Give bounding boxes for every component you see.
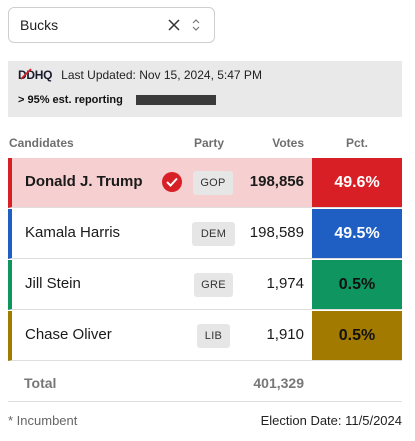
candidate-name: Chase Oliver (25, 326, 112, 343)
total-label: Total (24, 375, 57, 391)
candidate-votes: 198,856 (249, 173, 304, 190)
clear-icon[interactable] (164, 15, 184, 35)
header-party: Party (194, 136, 225, 150)
county-select[interactable]: Bucks (8, 7, 215, 43)
candidate-votes: 198,589 (249, 224, 304, 241)
candidate-pct: 0.5% (312, 311, 402, 360)
party-badge: LIB (197, 324, 230, 348)
election-date: Election Date: 11/5/2024 (260, 413, 402, 428)
reporting-text: > 95% est. reporting (18, 94, 123, 106)
party-badge: GRE (194, 273, 233, 297)
candidate-pct: 0.5% (312, 260, 402, 309)
candidate-row: Chase Oliver LIB 1,910 0.5% (8, 311, 402, 361)
results-info-panel: DDHQ Last Updated: Nov 15, 2024, 5:47 PM… (8, 61, 402, 117)
county-select-value: Bucks (20, 17, 59, 33)
total-row: Total 401,329 (8, 362, 402, 402)
ddhq-logo: DDHQ (18, 68, 53, 82)
candidate-votes: 1,910 (266, 326, 304, 343)
winner-check-icon (162, 172, 182, 192)
header-votes: Votes (272, 136, 304, 150)
candidate-row: Jill Stein GRE 1,974 0.5% (8, 260, 402, 310)
candidate-name: Kamala Harris (25, 224, 121, 241)
candidate-pct: 49.5% (312, 209, 402, 258)
last-updated-text: Last Updated: Nov 15, 2024, 5:47 PM (61, 68, 262, 82)
party-badge: GOP (193, 171, 233, 195)
candidate-name: Jill Stein (25, 275, 81, 292)
candidate-pct: 49.6% (312, 158, 402, 207)
candidate-row: Kamala Harris DEM 198,589 49.5% (8, 209, 402, 259)
header-pct: Pct. (345, 136, 368, 150)
total-votes: 401,329 (253, 375, 304, 391)
candidate-row: Donald J. Trump GOP 198,856 49.6% (8, 158, 402, 208)
incumbent-note: * Incumbent (8, 413, 78, 428)
chevron-up-down-icon[interactable] (188, 15, 204, 35)
candidate-votes: 1,974 (266, 275, 304, 292)
table-header: Candidates Party Votes Pct. (8, 134, 402, 154)
candidate-name: Donald J. Trump (25, 173, 143, 190)
party-badge: DEM (192, 222, 235, 246)
header-candidates: Candidates (9, 136, 74, 150)
reporting-bar (135, 95, 216, 105)
